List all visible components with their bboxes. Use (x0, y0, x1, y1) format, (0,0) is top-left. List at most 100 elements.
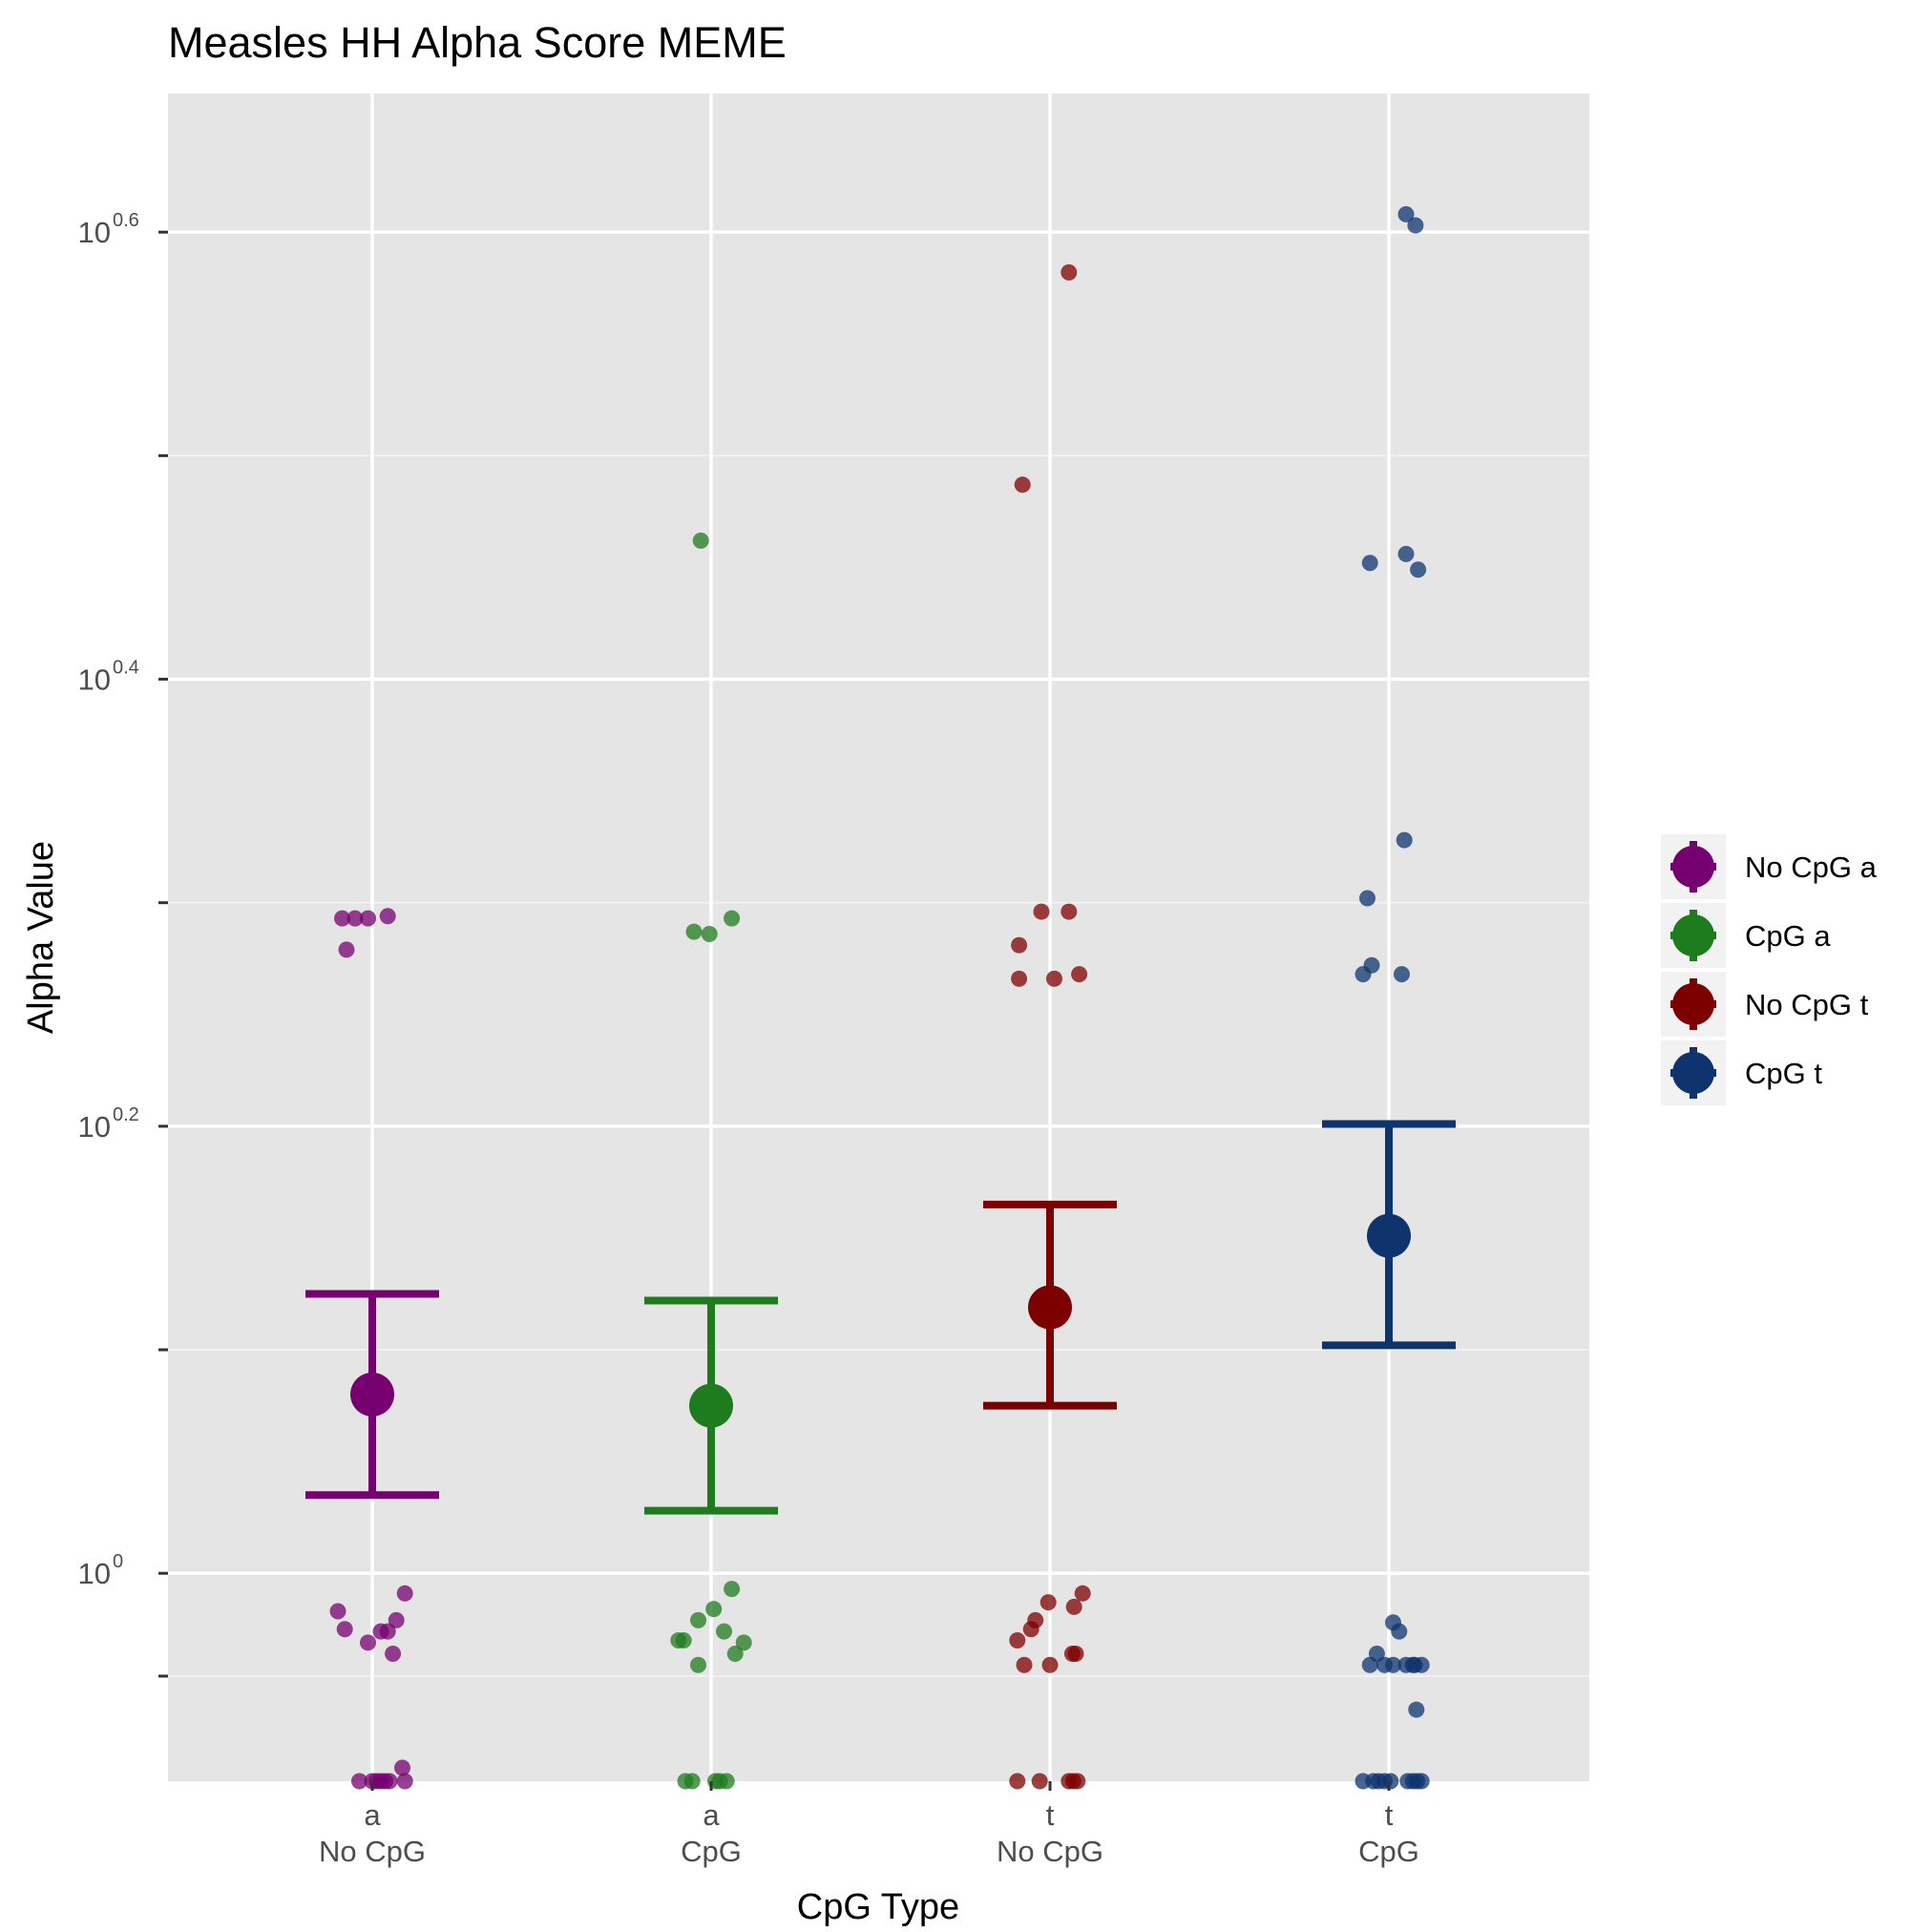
y-tick-label: 10 (78, 1110, 111, 1144)
data-point (1069, 1773, 1086, 1790)
data-point (1354, 966, 1372, 983)
legend-label: CpG a (1745, 919, 1831, 953)
data-point (1009, 1773, 1026, 1790)
data-point (388, 1611, 405, 1628)
data-point (394, 1759, 410, 1776)
x-tick-label-line1: a (364, 1798, 381, 1832)
data-point (1011, 936, 1028, 954)
data-point (1361, 555, 1378, 572)
mean-point (350, 1372, 394, 1417)
data-point (735, 1634, 752, 1651)
data-point (351, 1773, 368, 1790)
data-point (1407, 217, 1424, 234)
data-point (336, 1621, 353, 1638)
x-tick-label-line2: No CpG (997, 1835, 1103, 1868)
data-point (683, 1773, 701, 1790)
data-point (1397, 205, 1415, 222)
data-point (396, 1585, 413, 1602)
legend-key-marker (1672, 983, 1714, 1025)
x-axis-label: CpG Type (797, 1887, 959, 1927)
data-point (1011, 970, 1028, 987)
data-point (690, 1656, 706, 1673)
data-point (1408, 1701, 1425, 1718)
y-tick-label: 10 (78, 1557, 111, 1590)
data-point (701, 925, 718, 942)
data-point (329, 1603, 346, 1620)
data-point (1396, 831, 1413, 849)
data-point (1410, 561, 1427, 578)
data-point (1067, 1646, 1084, 1663)
y-tick-label-exponent: 0 (113, 1551, 123, 1572)
data-point (1046, 970, 1062, 987)
data-point (1009, 1631, 1026, 1648)
y-tick-label: 10 (78, 216, 111, 249)
x-tick-label-line2: CpG (1358, 1835, 1419, 1868)
data-point (381, 1773, 398, 1790)
data-point (1385, 1656, 1401, 1673)
data-point (385, 1646, 402, 1663)
data-point (675, 1631, 692, 1648)
data-point (1071, 966, 1088, 983)
data-point (718, 1773, 735, 1790)
x-tick-label-line1: t (1385, 1798, 1394, 1832)
data-point (1065, 1598, 1082, 1615)
legend-label: No CpG t (1745, 988, 1869, 1021)
data-point (1074, 1585, 1091, 1602)
data-point (724, 910, 741, 927)
x-tick-label-line1: t (1046, 1798, 1055, 1832)
y-axis-label: Alpha Value (21, 841, 61, 1034)
legend: No CpG a CpG a No CpG t CpG t (1661, 834, 1878, 1105)
data-point (1040, 1594, 1057, 1611)
legend-label: No CpG a (1745, 850, 1878, 884)
data-point (1031, 1773, 1048, 1790)
data-point (334, 910, 350, 927)
y-tick-label: 10 (78, 663, 111, 697)
mean-point (1367, 1213, 1411, 1258)
data-point (360, 910, 376, 927)
y-tick-label-exponent: 0.2 (113, 1104, 139, 1125)
data-point (1060, 903, 1078, 920)
data-point (692, 532, 709, 549)
x-tick-label-line2: CpG (681, 1835, 742, 1868)
data-point (1016, 1656, 1033, 1673)
data-point (1404, 1656, 1421, 1673)
data-point (1397, 545, 1415, 562)
data-point (1041, 1656, 1059, 1673)
legend-key-marker (1672, 914, 1714, 956)
data-point (726, 1646, 744, 1663)
mean-point (689, 1383, 733, 1428)
data-point (379, 908, 396, 925)
data-point (705, 1601, 723, 1618)
data-point (1359, 890, 1376, 907)
data-point (1027, 1611, 1044, 1628)
data-point (716, 1623, 732, 1640)
data-point (379, 1623, 396, 1640)
data-point (338, 941, 355, 958)
data-point (1060, 263, 1078, 281)
plot-panel (168, 94, 1589, 1781)
data-point (1413, 1773, 1430, 1790)
data-point (1382, 1773, 1399, 1790)
data-point (360, 1634, 376, 1651)
data-marks (305, 205, 1456, 1790)
data-point (1014, 476, 1031, 494)
data-point (690, 1611, 706, 1628)
chart-title: Measles HH Alpha Score MEME (168, 18, 787, 67)
data-point (1391, 1623, 1408, 1640)
data-point (1033, 903, 1050, 920)
legend-label: CpG t (1745, 1057, 1822, 1090)
legend-key-marker (1672, 846, 1714, 888)
data-point (685, 923, 703, 940)
mean-point (1028, 1285, 1072, 1330)
data-point (1394, 966, 1410, 983)
y-tick-label-exponent: 0.4 (113, 658, 139, 679)
x-tick-label-line2: No CpG (319, 1835, 426, 1868)
y-tick-label-exponent: 0.6 (113, 210, 139, 231)
data-point (396, 1773, 413, 1790)
x-tick-label-line1: a (703, 1798, 720, 1832)
legend-key-marker (1672, 1052, 1714, 1094)
data-point (346, 910, 364, 927)
data-point (1361, 1656, 1378, 1673)
